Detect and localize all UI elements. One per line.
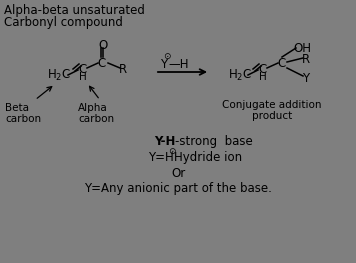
Text: Alpha: Alpha xyxy=(78,103,108,113)
Text: H: H xyxy=(79,72,87,82)
Text: carbon: carbon xyxy=(5,114,41,124)
Text: H: H xyxy=(259,72,267,82)
Text: C: C xyxy=(277,57,285,70)
Text: Conjugate addition: Conjugate addition xyxy=(222,100,322,110)
Text: Y=H: Y=H xyxy=(148,151,174,164)
Text: product: product xyxy=(252,111,292,121)
Text: Beta: Beta xyxy=(5,103,29,113)
Text: Y-H: Y-H xyxy=(154,135,176,148)
Text: O: O xyxy=(98,39,107,52)
Text: Carbonyl compound: Carbonyl compound xyxy=(4,16,123,29)
Text: Y: Y xyxy=(160,58,167,71)
Text: -strong  base: -strong base xyxy=(175,135,253,148)
Text: —H: —H xyxy=(168,58,188,71)
Text: C: C xyxy=(258,63,266,76)
Text: R: R xyxy=(302,53,310,66)
Text: Or: Or xyxy=(171,167,185,180)
Text: C: C xyxy=(78,63,86,76)
Text: Hydride ion: Hydride ion xyxy=(174,151,242,164)
Text: C: C xyxy=(97,57,105,70)
Text: Alpha-beta unsaturated: Alpha-beta unsaturated xyxy=(4,4,145,17)
Text: ⊙: ⊙ xyxy=(163,52,171,61)
Text: Y=Any anionic part of the base.: Y=Any anionic part of the base. xyxy=(84,182,272,195)
Text: OH: OH xyxy=(293,42,311,55)
Text: H$_2$C: H$_2$C xyxy=(47,68,71,83)
Text: H$_2$C: H$_2$C xyxy=(228,68,252,83)
Text: ⊙: ⊙ xyxy=(168,147,176,156)
Text: Y: Y xyxy=(302,72,309,85)
Text: carbon: carbon xyxy=(78,114,114,124)
Text: R: R xyxy=(119,63,127,76)
